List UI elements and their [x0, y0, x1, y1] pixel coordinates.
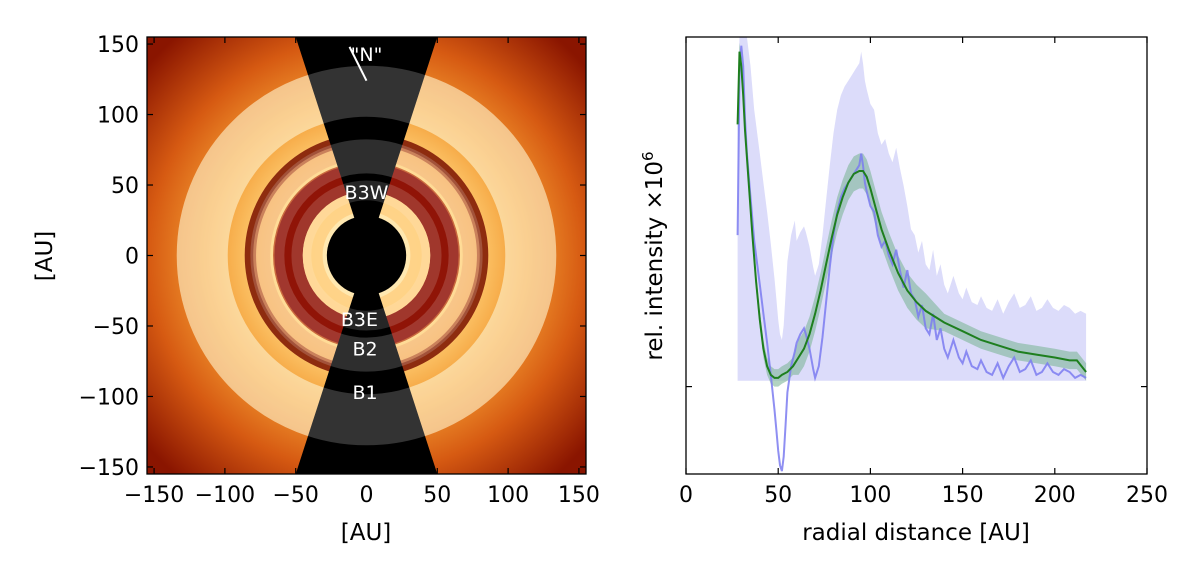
- left-x-tick-label: 150: [558, 483, 600, 508]
- right-x-tick-label: 150: [942, 483, 984, 508]
- model-uncertainty-band: [737, 42, 1087, 387]
- inner-mask: [326, 215, 407, 296]
- model-profile-line: [736, 51, 1087, 379]
- left-y-tick-label: 100: [97, 104, 139, 129]
- left-y-tick-label: 50: [111, 174, 139, 199]
- left-y-tick-label: −150: [79, 456, 139, 481]
- left-y-tick-label: 0: [125, 245, 139, 270]
- ring-b2-shade: [250, 139, 483, 372]
- right-x-tick-label: 0: [679, 483, 693, 508]
- right-y-axis-label-group: rel. intensity ×106: [639, 151, 668, 360]
- mask-wedge-south: [295, 255, 438, 474]
- left-y-tick-label: 150: [97, 33, 139, 58]
- right-x-tick-label: 200: [1034, 483, 1076, 508]
- right-y-label-exponent: 6: [639, 151, 657, 161]
- right-y-axis-label: rel. intensity ×106: [639, 151, 668, 360]
- data-uncertainty-band: [737, 37, 1087, 381]
- mask-wedge-north: [295, 37, 438, 256]
- ring-annotation: B1: [353, 382, 378, 404]
- ring-annotation: B2: [353, 339, 378, 361]
- left-x-tick-label: −100: [195, 483, 255, 508]
- left-annotations: "N" B3W B3E B2 B1: [341, 44, 389, 404]
- right-ticks: 0 50 100 150 200 250: [679, 37, 1168, 508]
- left-y-tick-label: −50: [93, 315, 139, 340]
- left-y-tick-label: −100: [79, 385, 139, 410]
- data-profile-line: [736, 45, 1087, 472]
- ring-shading: [176, 65, 557, 446]
- ring-annotation: "N": [351, 44, 383, 66]
- left-ticks: −150 −100 −50 0 50 100 150 −150 −100 −50 0 50 100 150: [79, 33, 600, 508]
- left-x-tick-label: 50: [423, 483, 451, 508]
- right-frame: [685, 36, 1148, 475]
- disk-image-panel: −150 −100 −50 0 50 100 150 −150 −100 −50 0 50 100 150…: [32, 33, 600, 546]
- ring-b1-shade: [176, 65, 557, 446]
- left-x-tick-label: 100: [487, 483, 529, 508]
- right-x-axis-label: radial distance [AU]: [802, 520, 1030, 546]
- right-plot-area: [736, 37, 1087, 472]
- ring-annotation: B3W: [345, 182, 389, 204]
- ring-b3-shade: [291, 180, 442, 331]
- radial-profile-panel: 0 50 100 150 200 250 radial distance [AU] rel…: [639, 36, 1168, 546]
- right-y-label-text: rel. intensity ×10: [642, 161, 668, 361]
- right-x-tick-label: 100: [849, 483, 891, 508]
- left-x-axis-label: [AU]: [341, 520, 392, 546]
- left-y-axis-label: [AU]: [32, 231, 58, 282]
- left-x-tick-label: −50: [272, 483, 318, 508]
- left-x-tick-label: 0: [360, 483, 374, 508]
- right-x-tick-label: 50: [764, 483, 792, 508]
- left-x-tick-label: −150: [124, 483, 184, 508]
- right-x-tick-label: 250: [1126, 483, 1168, 508]
- ring-annotation: B3E: [341, 309, 378, 331]
- north-indicator-line: [348, 46, 368, 82]
